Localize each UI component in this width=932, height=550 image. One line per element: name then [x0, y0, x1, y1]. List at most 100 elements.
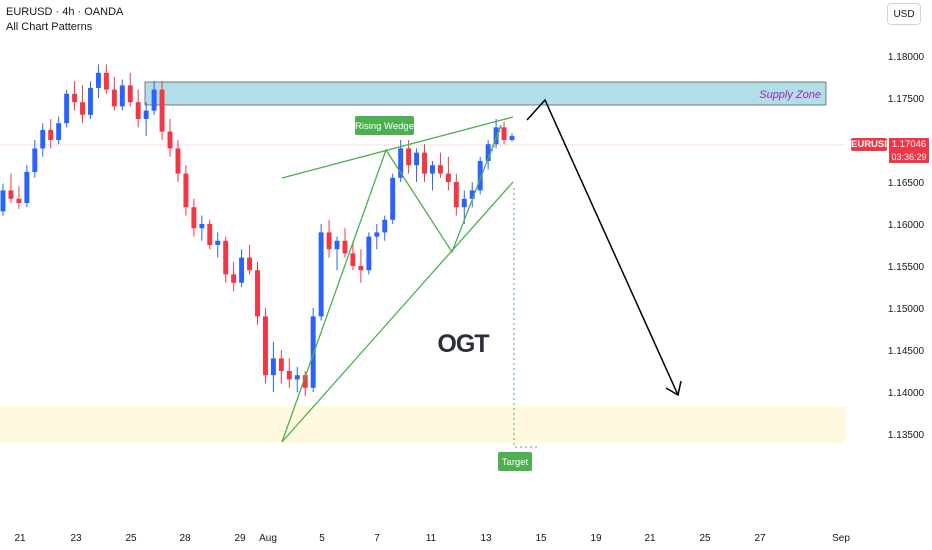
candle-body — [270, 358, 276, 376]
x-tick-label: 13 — [480, 533, 492, 544]
x-tick-label: 7 — [374, 533, 380, 544]
candles — [0, 64, 515, 397]
demand-zone — [0, 406, 846, 443]
price-tag-value: 1.17046 — [889, 138, 929, 151]
candle-body — [72, 93, 78, 103]
candle-body — [294, 375, 300, 380]
time-axis[interactable]: 21 23 25 28 29 Aug 5 7 11 13 15 19 21 25 27 Sep — [14, 533, 850, 544]
dotted-path — [486, 124, 503, 163]
x-tick-label: 25 — [125, 533, 137, 544]
candle-body — [437, 165, 443, 174]
candle-body — [310, 316, 316, 388]
y-tick-label: 1.16500 — [888, 178, 925, 189]
candle-body — [199, 224, 205, 229]
candle-body — [493, 127, 499, 145]
price-axis[interactable]: 1.18000 1.17500 1.16500 1.16000 1.15500 1.150… — [888, 52, 925, 441]
candle-body — [16, 198, 22, 203]
x-tick-label: 21 — [14, 533, 26, 544]
candle-body — [231, 274, 237, 283]
candle-body — [175, 148, 181, 174]
candle-body — [159, 89, 165, 132]
y-tick-label: 1.15000 — [888, 304, 925, 315]
y-tick-label: 1.13500 — [888, 430, 925, 441]
x-tick-label: 19 — [590, 533, 602, 544]
candle-body — [342, 240, 348, 254]
price-tag: EURUSD 1.17046 03:36:29 — [851, 138, 931, 163]
candle-body — [350, 253, 356, 266]
candle-body — [255, 270, 260, 317]
candle-body — [430, 165, 435, 174]
y-tick-label: 1.16000 — [888, 220, 925, 231]
candle-body — [215, 240, 221, 245]
candle-body — [278, 358, 284, 371]
candle-body — [191, 207, 197, 229]
candle-body — [223, 240, 229, 275]
candle-body — [334, 240, 340, 250]
y-tick-label: 1.18000 — [888, 52, 925, 63]
x-tick-label: 25 — [699, 533, 711, 544]
supply-zone — [144, 81, 827, 106]
candle-body — [143, 110, 149, 119]
x-tick-label: Aug — [259, 533, 277, 544]
candle-body — [414, 152, 420, 166]
x-tick-label: 28 — [179, 533, 191, 544]
candle-body — [398, 148, 404, 178]
candle-body — [207, 224, 213, 245]
candle-body — [390, 177, 396, 220]
candle-body — [111, 89, 117, 107]
x-tick-label: 23 — [70, 533, 82, 544]
supply-zone-label: Supply Zone — [759, 89, 821, 101]
x-tick-label: 15 — [535, 533, 547, 544]
candle-body — [382, 219, 388, 233]
wedge-lower-line — [281, 181, 514, 443]
wedge-zigzag — [281, 124, 502, 443]
candle-body — [358, 266, 364, 271]
candle-body — [366, 236, 372, 271]
currency-button[interactable]: USD — [887, 3, 921, 25]
price-tag-symbol: EURUSD — [851, 138, 892, 151]
candle-body — [88, 87, 93, 115]
candle-body — [469, 190, 475, 199]
candle-body — [40, 129, 46, 149]
candle-body — [183, 173, 189, 208]
projection-arrow — [526, 98, 682, 397]
candle-body — [119, 85, 125, 107]
rising-wedge-label-bg — [355, 116, 414, 135]
candle-body — [286, 371, 292, 380]
y-tick-label: 1.14000 — [888, 388, 925, 399]
candle-body — [318, 232, 324, 317]
candle-body — [0, 190, 6, 212]
candle-body — [239, 257, 245, 283]
candle-body — [485, 144, 491, 161]
candle-body — [151, 89, 157, 111]
candle-body — [64, 93, 70, 124]
rising-wedge-label: Rising Wedge — [355, 121, 414, 132]
y-tick-label: 1.17500 — [888, 94, 925, 105]
candle-body — [80, 102, 85, 115]
x-tick-label: 21 — [644, 533, 656, 544]
candle-body — [445, 173, 451, 182]
candle-body — [127, 85, 133, 103]
price-tag-countdown: 03:36:29 — [889, 151, 929, 163]
candle-body — [477, 161, 483, 191]
x-tick-label: 11 — [426, 533, 437, 544]
candle-body — [135, 102, 141, 119]
candle-body — [8, 190, 14, 199]
x-tick-label: 29 — [234, 533, 246, 544]
candle-body — [509, 136, 515, 140]
candle-body — [326, 232, 332, 250]
target-label-bg — [498, 452, 532, 471]
symbol-title: EURUSD · 4h · OANDA — [6, 6, 124, 18]
target-projection — [513, 188, 537, 448]
candle-body — [32, 148, 38, 172]
candle-body — [262, 316, 268, 376]
wedge-pattern — [281, 116, 514, 443]
x-tick-label: 5 — [319, 533, 325, 544]
candle-body — [501, 127, 507, 140]
y-tick-label: 1.15500 — [888, 262, 925, 273]
candle-body — [56, 123, 62, 140]
ogt-logo: OGT — [437, 330, 489, 358]
candle-body — [167, 131, 173, 149]
candle-body — [453, 182, 459, 208]
